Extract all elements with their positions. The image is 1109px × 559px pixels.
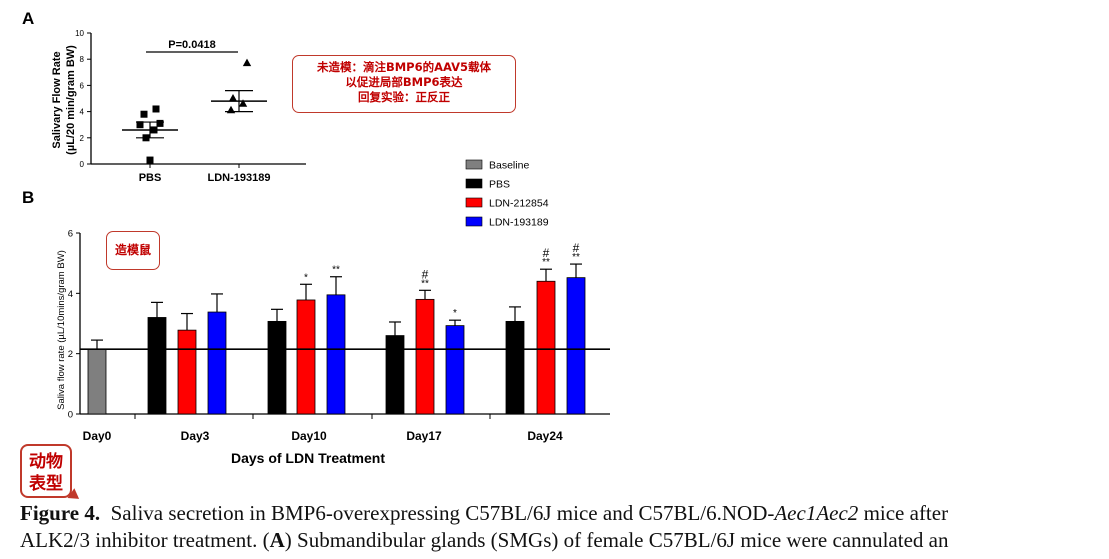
legend-label: PBS bbox=[489, 179, 510, 191]
bar bbox=[415, 298, 435, 415]
bar bbox=[147, 317, 167, 415]
significance-hash: # bbox=[543, 246, 550, 260]
data-point-square bbox=[152, 105, 160, 113]
y-tick-label-b: 2 bbox=[68, 349, 73, 360]
significance-star: ** bbox=[572, 252, 580, 263]
bar bbox=[177, 329, 197, 415]
caption-line1-italic: Aec1Aec2 bbox=[774, 501, 859, 525]
data-point-triangle bbox=[226, 105, 236, 114]
panel-b-ylabel: Saliva flow rate (µL/10mins/gram BW) bbox=[56, 250, 67, 410]
x-tick-label-a: PBS bbox=[139, 172, 162, 184]
panel-a-pvalue: P=0.0418 bbox=[168, 39, 215, 51]
panel-b-legend: Baseline PBS LDN-212854 LDN-193189 bbox=[465, 159, 549, 229]
panel-a-letter: A bbox=[22, 9, 34, 28]
bar bbox=[566, 277, 586, 415]
callout-line-1: 未造模：滴注BMP6的AAV5载体 bbox=[316, 60, 492, 74]
caption-line2-pre: ALK2/3 inhibitor treatment. ( bbox=[20, 528, 270, 552]
legend-swatch bbox=[465, 216, 483, 227]
significance-hash: # bbox=[573, 241, 580, 255]
data-point-triangle bbox=[238, 99, 248, 107]
legend-label: LDN-193189 bbox=[489, 217, 549, 229]
data-point-triangle bbox=[228, 94, 238, 102]
panel-a-ylabel-line1: Salivary Flow Rate bbox=[51, 51, 63, 148]
legend-label: Baseline bbox=[489, 160, 529, 172]
callout-line-2: 以促进局部BMP6表达 bbox=[345, 75, 463, 89]
annotation-tag-phenotype: 动物 表型 bbox=[20, 444, 72, 498]
annotation-callout-model: 造模鼠 bbox=[106, 231, 160, 270]
bar bbox=[207, 311, 227, 415]
y-tick-label-a: 10 bbox=[75, 29, 84, 38]
y-tick-label-a: 4 bbox=[80, 108, 85, 117]
y-tick-label-a: 0 bbox=[80, 160, 85, 169]
y-tick-label-a: 6 bbox=[80, 81, 85, 90]
x-tick-label-b: Day10 bbox=[291, 429, 327, 443]
panel-b-xlabel: Days of LDN Treatment bbox=[231, 450, 385, 466]
annotation-callout-bmp6: 未造模：滴注BMP6的AAV5载体 以促进局部BMP6表达 回复实验：正反正 bbox=[292, 55, 516, 113]
figure-canvas: A Salivary Flow Rate (µL/20 min/gram BW)… bbox=[22, 9, 610, 466]
significance-star: ** bbox=[421, 278, 429, 289]
bar bbox=[326, 294, 346, 415]
y-tick-label-b: 0 bbox=[68, 410, 73, 421]
x-tick-label-b: Day0 bbox=[83, 429, 112, 443]
caption-line-1: Figure 4. Saliva secretion in BMP6-overe… bbox=[20, 500, 1109, 527]
bar bbox=[87, 348, 107, 415]
data-point-triangle bbox=[242, 58, 252, 67]
panel-a-plot: 0 2 4 6 8 10 PBS LDN-193189 bbox=[75, 29, 306, 184]
bar bbox=[267, 320, 287, 415]
significance-star: ** bbox=[332, 265, 340, 276]
data-point-square bbox=[140, 110, 148, 118]
caption-line1-tail: mice after bbox=[858, 501, 949, 525]
bar bbox=[296, 299, 316, 415]
figure-caption: Figure 4. Saliva secretion in BMP6-overe… bbox=[20, 500, 1109, 554]
legend-label: LDN-212854 bbox=[489, 198, 549, 210]
bar bbox=[536, 280, 556, 415]
callout-line-3: 回复实验：正反正 bbox=[358, 90, 450, 104]
y-tick-label-b: 6 bbox=[68, 229, 73, 240]
caption-line1-text: Saliva secretion in BMP6-overexpressing … bbox=[110, 501, 775, 525]
bar bbox=[505, 320, 525, 415]
tag-line-1: 动物 bbox=[29, 452, 63, 472]
x-tick-label-b: Day24 bbox=[527, 429, 563, 443]
tag-line-2: 表型 bbox=[29, 474, 63, 494]
panel-b-letter: B bbox=[22, 188, 34, 207]
significance-star: ** bbox=[542, 257, 550, 268]
panel-a-ylabel-line2: (µL/20 min/gram BW) bbox=[65, 45, 77, 155]
data-point-square bbox=[146, 156, 154, 164]
legend-swatch bbox=[465, 178, 483, 189]
significance-star: * bbox=[453, 308, 457, 319]
data-point-square bbox=[150, 126, 158, 134]
x-tick-label-a: LDN-193189 bbox=[208, 172, 271, 184]
caption-label: Figure 4. bbox=[20, 501, 101, 525]
significance-hash: # bbox=[422, 267, 429, 281]
data-point-square bbox=[156, 119, 164, 127]
legend-swatch bbox=[465, 159, 483, 170]
x-tick-label-b: Day17 bbox=[406, 429, 442, 443]
bar bbox=[445, 325, 465, 415]
caption-line2-bold: A bbox=[269, 528, 285, 552]
data-point-square bbox=[136, 121, 144, 129]
y-tick-label-a: 2 bbox=[80, 134, 85, 143]
caption-line2-post: ) Submandibular glands (SMGs) of female … bbox=[284, 528, 949, 552]
y-tick-label-b: 4 bbox=[68, 289, 73, 300]
x-tick-label-b: Day3 bbox=[181, 429, 210, 443]
data-point-square bbox=[142, 134, 150, 142]
significance-star: * bbox=[304, 272, 308, 283]
bar bbox=[385, 335, 405, 415]
y-tick-label-a: 8 bbox=[80, 55, 85, 64]
legend-swatch bbox=[465, 197, 483, 208]
caption-line-2: ALK2/3 inhibitor treatment. (A) Submandi… bbox=[20, 527, 1109, 554]
